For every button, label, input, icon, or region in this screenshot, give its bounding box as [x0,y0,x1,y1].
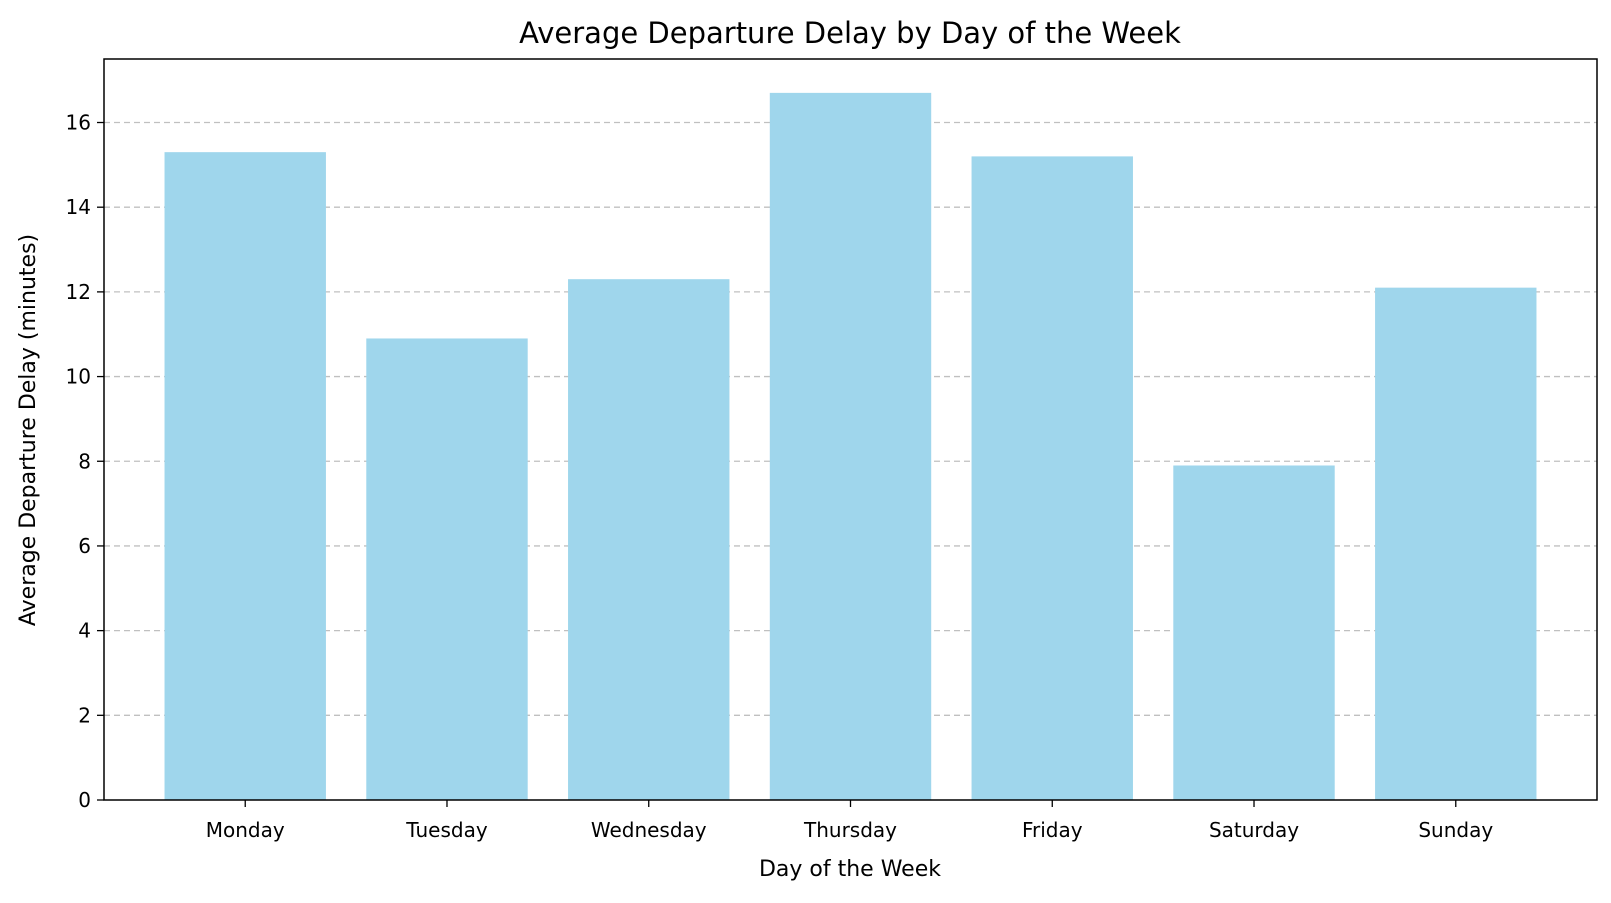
x-tick-label-sunday: Sunday [1418,818,1493,842]
bar-wednesday [568,279,730,800]
y-axis-label: Average Departure Delay (minutes) [16,234,41,626]
bar-monday [164,152,326,800]
bar-thursday [769,92,932,801]
bar-saturday [1173,465,1335,800]
x-tick-label-saturday: Saturday [1209,818,1299,842]
x-axis-label: Day of the Week [759,857,941,882]
bars [164,92,1537,801]
y-tick-label: 8 [78,449,91,473]
gridlines [104,121,1597,716]
y-tick-label: 12 [66,280,91,304]
x-tick-label-wednesday: Wednesday [591,818,707,842]
x-tick-label-thursday: Thursday [803,818,897,842]
bar-sunday [1375,287,1537,800]
y-tick-label: 2 [78,703,91,727]
y-tick-label: 10 [66,365,91,389]
y-tick-label: 4 [78,619,91,643]
y-axis-ticks: 0 2 4 6 8 10 12 14 16 [66,111,104,812]
y-tick-label: 6 [78,534,91,558]
x-tick-label-friday: Friday [1022,818,1083,842]
x-tick-label-tuesday: Tuesday [405,818,488,842]
y-tick-label: 16 [66,111,91,135]
bar-tuesday [366,338,528,800]
y-tick-label: 0 [78,788,91,812]
x-axis-ticks: Monday Tuesday Wednesday Thursday Friday Satu… [206,800,1493,842]
bar-friday [971,156,1133,801]
y-tick-label: 14 [66,195,91,219]
chart-title: Average Departure Delay by Day of the We… [519,16,1181,50]
x-tick-label-monday: Monday [206,818,285,842]
